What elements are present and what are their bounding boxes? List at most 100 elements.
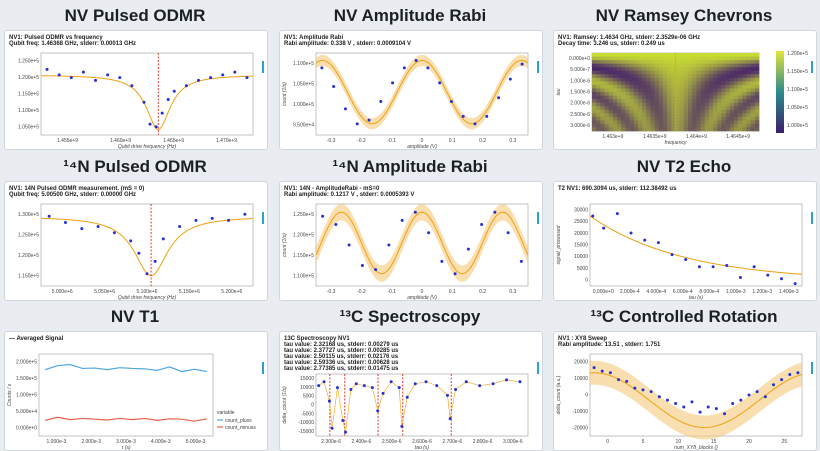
heatmap-cell: [608, 95, 614, 100]
panel-side-tab[interactable]: [262, 362, 264, 374]
heatmap-cell: [692, 120, 697, 125]
heatmap-cell: [688, 120, 693, 125]
heatmap-cell: [754, 102, 760, 107]
panel-side-tab[interactable]: [537, 212, 539, 224]
heatmap-cell: [662, 95, 668, 100]
heatmap-cell: [592, 67, 597, 72]
heatmap-cell: [646, 56, 651, 61]
heatmap-cell: [667, 70, 672, 75]
heatmap-cell: [650, 127, 655, 132]
heatmap-cell: [700, 120, 706, 125]
heatmap-cell: [646, 113, 651, 118]
data-point: [592, 366, 596, 370]
heatmap-cell: [629, 120, 635, 125]
y-tick-label: 2.000e-6: [570, 101, 590, 107]
heatmap-cell: [671, 109, 676, 114]
heatmap-cell: [713, 77, 718, 82]
panel-side-tab[interactable]: [262, 212, 264, 224]
heatmap-cell: [750, 92, 756, 96]
plot-panel[interactable]: T2 NV1: 690.3094 us, stderr: 112.38492 u…: [553, 181, 817, 301]
plot-panel[interactable]: NV1: Pulsed ODMR vs frequency Qubit freq:…: [4, 30, 268, 150]
heatmap-cell: [721, 127, 726, 132]
plot-subtitle: Qubit freq: 5.00500 GHz, stderr: 0.00000…: [9, 192, 136, 198]
panel-side-tab[interactable]: [537, 61, 539, 73]
plot-panel[interactable]: — Averaged Signal 1.000e-3 2.000e-3 3.000e-…: [4, 331, 268, 451]
heatmap-cell: [642, 92, 647, 96]
heatmap-cell: [621, 102, 626, 107]
heatmap-cell: [683, 106, 689, 111]
heatmap-cell: [604, 60, 609, 64]
x-tick-label: 2.500e-6: [382, 439, 402, 445]
plot-subtitle: T2 NV1: 690.3094 us, stderr: 112.38492 u…: [558, 186, 677, 192]
heatmap-cell: [592, 77, 597, 82]
panel-side-tab[interactable]: [811, 212, 813, 224]
data-point: [321, 214, 325, 218]
heatmap-cell: [725, 77, 731, 82]
legend-label: count_pluss: [225, 418, 252, 424]
data-point: [81, 70, 85, 74]
plot-panel[interactable]: NV1: Amplitude Rabi Rabi amplitude: 0.338…: [279, 30, 543, 150]
panel-side-tab[interactable]: [811, 362, 813, 374]
data-point: [427, 231, 431, 235]
plot-panel[interactable]: NV1 : XY8 Sweep Rabi amplitude: 13.51 , s…: [553, 331, 817, 451]
heatmap-cell: [600, 88, 605, 93]
heatmap-cell: [721, 123, 726, 128]
y-tick-label: 0: [585, 393, 588, 399]
heatmap-cell: [646, 67, 651, 72]
heatmap-cell: [675, 127, 680, 132]
y-tick-label: 15000: [574, 243, 588, 249]
heatmap-cell: [642, 99, 647, 103]
heatmap-cell: [637, 120, 643, 125]
heatmap-cell: [625, 56, 630, 61]
heatmap-cell: [708, 95, 714, 100]
heatmap-cell: [629, 106, 635, 111]
heatmap-cell: [717, 60, 722, 64]
heatmap-cell: [725, 99, 731, 103]
plot-panel[interactable]: NV1: Ramsey: 1.4634 GHz, stderr: 2.3529e…: [553, 30, 817, 150]
heatmap-cell: [667, 53, 672, 57]
heatmap-cell: [679, 116, 685, 121]
x-tick-label: 0.2: [479, 138, 486, 144]
heatmap-cell: [646, 77, 651, 82]
heatmap-cell: [608, 116, 614, 121]
heatmap-cell: [596, 113, 601, 118]
heatmap-cell: [608, 60, 614, 64]
x-tick-label: 5.100e+6: [137, 289, 158, 295]
heatmap-cell: [662, 74, 668, 79]
data-point: [405, 395, 409, 399]
y-axis-label: count (1/s): [282, 233, 288, 257]
heatmap-cell: [713, 127, 718, 132]
y-tick-label: 1.050e+5: [293, 81, 314, 87]
heatmap-cell: [696, 102, 701, 107]
plot-panel[interactable]: NV1: 14N - AmplitudeRabi - mS=0 Rabi ampl…: [279, 181, 543, 301]
heatmap-cell: [729, 123, 735, 128]
heatmap-cell: [662, 56, 668, 61]
panel-side-tab[interactable]: [811, 61, 813, 73]
heatmap-cell: [692, 60, 697, 64]
heatmap-cell: [662, 63, 668, 68]
plot-panel[interactable]: 13C Spectroscopy NV1 tau value: 2.32168 u…: [279, 331, 543, 451]
plot-subtitle: Rabi amplitude: 13.51 , stderr: 1.751: [558, 342, 661, 348]
panel-side-tab[interactable]: [537, 362, 539, 374]
plot-subtitle: tau value: 2.32168 us, stderr: 0.00279 u…: [284, 342, 399, 348]
heatmap-cell: [750, 99, 756, 103]
data-point: [354, 382, 358, 386]
y-tick-label: 1.500e-6: [570, 90, 590, 96]
fit-curve: [40, 217, 254, 277]
x-tick-label: 0.1: [449, 138, 456, 144]
plot-panel[interactable]: NV1: 14N Pulsed ODMR measurement. (mS = …: [4, 181, 268, 301]
heatmap-cell: [637, 99, 643, 103]
heatmap-cell: [708, 116, 714, 121]
plot-frame: [589, 203, 803, 287]
heatmap-cell: [604, 102, 609, 107]
heatmap-cell: [600, 53, 605, 57]
data-point: [196, 78, 200, 82]
heatmap-cell: [683, 53, 689, 57]
data-point: [615, 212, 619, 216]
heatmap-cell: [662, 120, 668, 125]
panel-side-tab[interactable]: [262, 61, 264, 73]
heatmap-cell: [679, 109, 685, 114]
heatmap-cell: [746, 109, 751, 114]
data-point: [796, 371, 800, 375]
data-point: [755, 390, 759, 394]
